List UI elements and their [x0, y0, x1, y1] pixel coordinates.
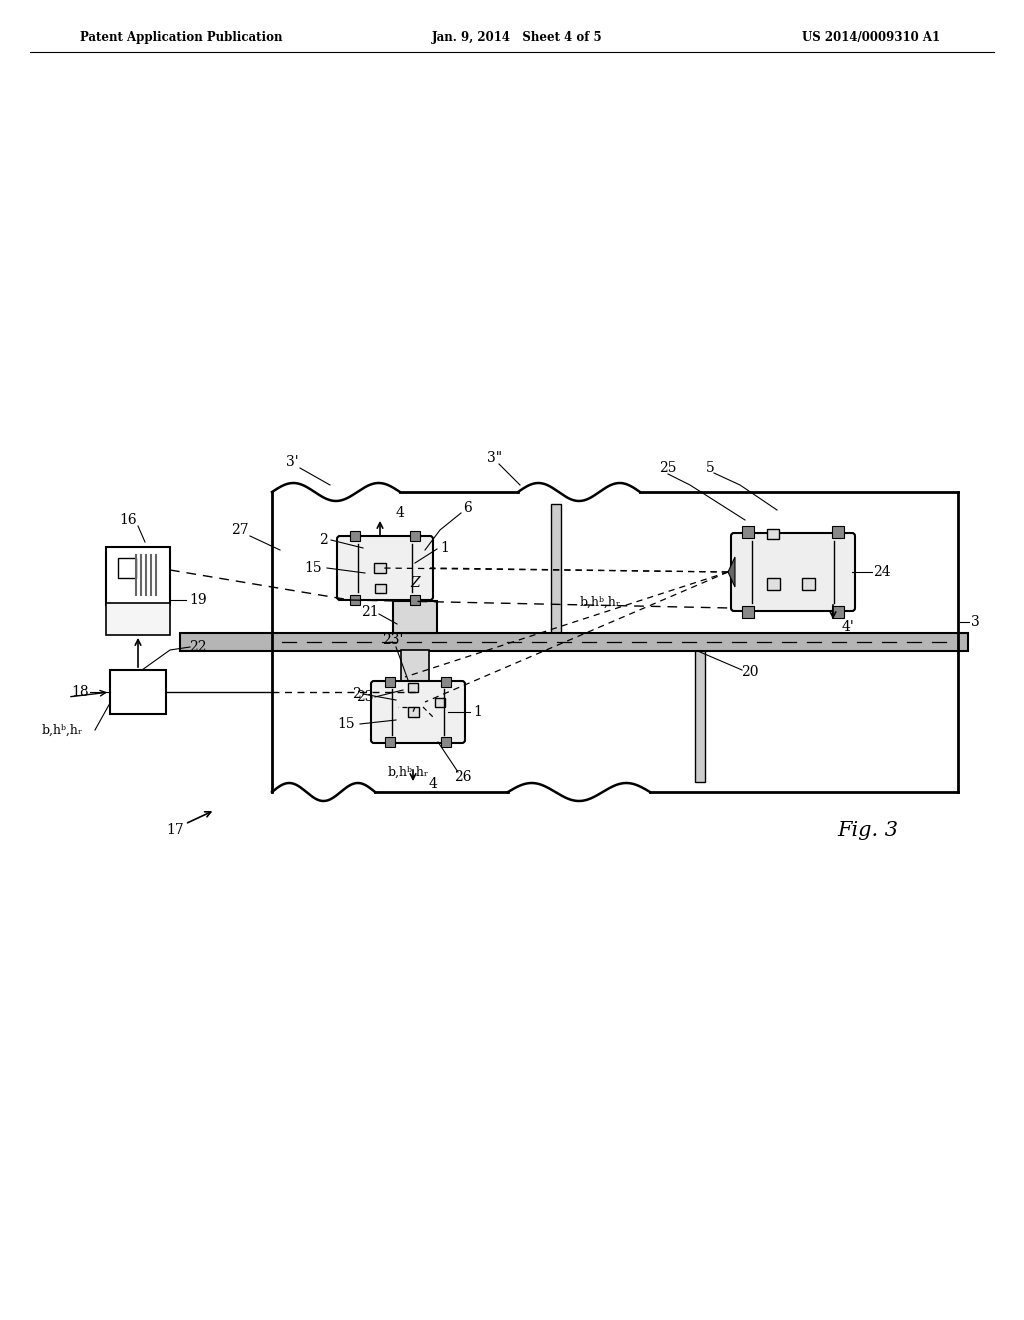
Text: 3': 3'	[286, 455, 298, 469]
Bar	[106, 546, 170, 605]
Polygon shape	[401, 692, 429, 708]
Text: 21: 21	[361, 605, 379, 619]
Text: 22: 22	[189, 640, 207, 653]
Bar	[441, 677, 451, 686]
Bar	[106, 603, 170, 635]
Polygon shape	[728, 557, 735, 587]
Bar	[110, 671, 166, 714]
Text: 3": 3"	[487, 451, 503, 465]
Bar	[831, 525, 844, 539]
Bar	[118, 558, 136, 578]
Bar	[408, 682, 418, 692]
Text: 25: 25	[659, 461, 677, 475]
Bar	[401, 649, 429, 692]
Bar	[180, 634, 968, 651]
Text: 16: 16	[119, 513, 137, 527]
Bar	[831, 606, 844, 618]
Text: Patent Application Publication: Patent Application Publication	[80, 30, 283, 44]
Bar	[435, 697, 445, 706]
Text: US 2014/0009310 A1: US 2014/0009310 A1	[802, 30, 940, 44]
Bar	[350, 595, 360, 605]
Text: 24: 24	[873, 565, 891, 579]
Text: 1: 1	[440, 541, 450, 554]
Bar	[375, 583, 385, 593]
Bar	[767, 529, 779, 539]
Text: 5: 5	[706, 461, 715, 475]
Text: 3: 3	[971, 615, 979, 630]
Text: Jan. 9, 2014   Sheet 4 of 5: Jan. 9, 2014 Sheet 4 of 5	[432, 30, 603, 44]
Bar	[742, 606, 754, 618]
Text: 4: 4	[395, 506, 404, 520]
Bar	[767, 578, 779, 590]
Text: 19: 19	[189, 593, 207, 607]
Text: 18: 18	[72, 685, 89, 700]
Text: 4: 4	[429, 777, 437, 791]
FancyBboxPatch shape	[731, 533, 855, 611]
Text: 27: 27	[231, 523, 249, 537]
Text: 23: 23	[356, 690, 374, 704]
Text: Fig. 3: Fig. 3	[838, 821, 898, 840]
Text: b,hᵇ,hᵣ: b,hᵇ,hᵣ	[387, 766, 429, 779]
Text: 15: 15	[337, 717, 354, 731]
FancyBboxPatch shape	[337, 536, 433, 601]
Bar	[350, 531, 360, 541]
Text: 15: 15	[304, 561, 322, 576]
Text: b,hᵇ,hᵣ: b,hᵇ,hᵣ	[580, 595, 621, 609]
Bar	[408, 708, 419, 717]
Bar	[802, 578, 814, 590]
Bar	[385, 737, 395, 747]
Text: 20: 20	[741, 665, 759, 678]
Bar	[551, 504, 561, 634]
Bar	[410, 531, 420, 541]
Text: 26: 26	[455, 770, 472, 784]
Text: 4': 4'	[842, 620, 854, 634]
Text: b,hᵇ,hᵣ: b,hᵇ,hᵣ	[41, 723, 83, 737]
FancyBboxPatch shape	[371, 681, 465, 743]
Text: 17: 17	[166, 822, 184, 837]
Bar	[441, 737, 451, 747]
Text: 1: 1	[473, 705, 482, 719]
Text: 2: 2	[351, 686, 360, 701]
Bar	[410, 595, 420, 605]
Bar	[393, 601, 437, 634]
Bar	[385, 677, 395, 686]
Bar	[695, 649, 705, 781]
Text: 6: 6	[463, 502, 471, 515]
Text: 23': 23'	[382, 634, 403, 647]
Bar	[742, 525, 754, 539]
Bar	[374, 564, 386, 573]
Text: 2: 2	[318, 533, 328, 546]
Text: Z: Z	[411, 576, 420, 590]
